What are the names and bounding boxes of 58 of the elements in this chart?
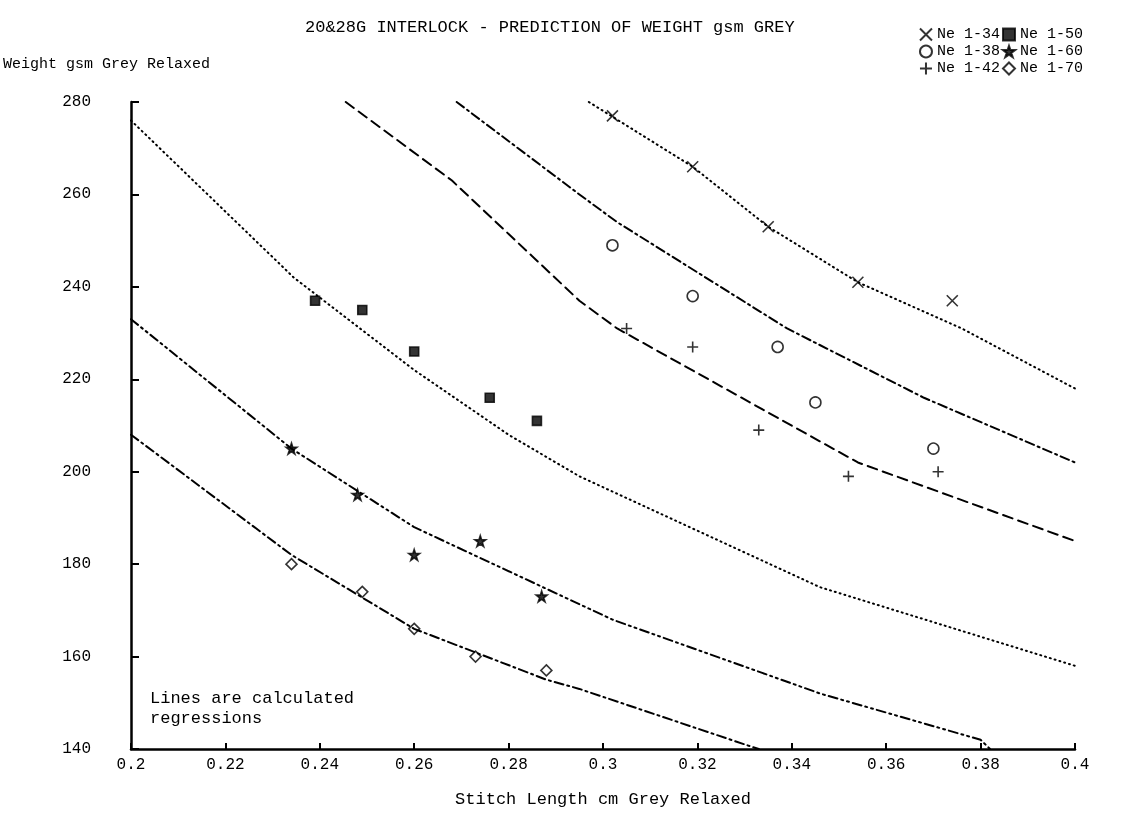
point — [686, 340, 699, 354]
x-axis-title: Stitch Length cm Grey Relaxed — [455, 790, 751, 809]
x-tick-label: 0.4 — [1060, 756, 1090, 774]
point — [945, 294, 959, 308]
point — [761, 220, 775, 234]
x-tick-label: 0.32 — [678, 756, 717, 774]
point — [771, 340, 784, 354]
point — [407, 548, 421, 562]
point — [356, 304, 368, 316]
legend-label: Ne 1-42 — [936, 60, 1000, 77]
point — [408, 346, 420, 357]
point — [540, 664, 553, 677]
y-tick-label: 200 — [62, 462, 91, 481]
point — [351, 488, 364, 502]
point — [851, 275, 865, 289]
point — [531, 415, 543, 427]
point — [469, 650, 482, 663]
point — [606, 238, 619, 252]
point — [620, 322, 633, 335]
point — [484, 392, 496, 404]
line-series — [587, 101, 1076, 390]
point — [809, 396, 822, 409]
x-tick-label: 0.28 — [489, 756, 528, 774]
x-tick-label: 0.38 — [961, 756, 1000, 774]
x-tick-label: 0.24 — [300, 756, 339, 774]
y-tick-label: 260 — [62, 185, 91, 204]
chart-title: 20&28G INTERLOCK - PREDICTION OF WEIGHT gsm GREY — [305, 18, 795, 37]
x-tick-label: 0.36 — [867, 756, 906, 774]
legend-label: Ne 1-38 — [936, 43, 1000, 60]
point — [842, 470, 855, 483]
x-tick-label: 0.3 — [588, 756, 618, 774]
y-tick-label: 160 — [62, 647, 91, 666]
point — [927, 442, 940, 455]
line-series — [344, 101, 1076, 543]
point — [355, 585, 369, 599]
legend-label: Ne 1-50 — [1019, 26, 1084, 43]
legend-label: Ne 1-70 — [1019, 60, 1084, 77]
line-series — [455, 101, 1076, 464]
legend-label: Ne 1-60 — [1019, 43, 1084, 60]
point — [606, 109, 619, 123]
point — [686, 289, 699, 303]
x-tick-label: 0.26 — [395, 756, 434, 774]
point — [686, 160, 699, 173]
y-tick-label: 280 — [62, 93, 91, 111]
annotation: Lines are calculated regressions — [150, 688, 365, 728]
point — [309, 295, 321, 307]
y-tick-label: 220 — [62, 370, 91, 389]
x-tick-label: 0.2 — [116, 756, 146, 774]
y-tick-label: 240 — [62, 277, 91, 296]
point — [473, 534, 487, 548]
y-tick-label: 180 — [62, 555, 91, 574]
legend-label: Ne 1-34 — [936, 26, 1000, 43]
point — [285, 557, 298, 571]
x-tick-label: 0.22 — [206, 756, 245, 774]
y-tick-label: 140 — [62, 740, 91, 758]
point — [407, 622, 421, 636]
y-axis-title: Weight gsm Grey Relaxed — [3, 56, 211, 73]
x-tick-label: 0.34 — [772, 756, 811, 774]
